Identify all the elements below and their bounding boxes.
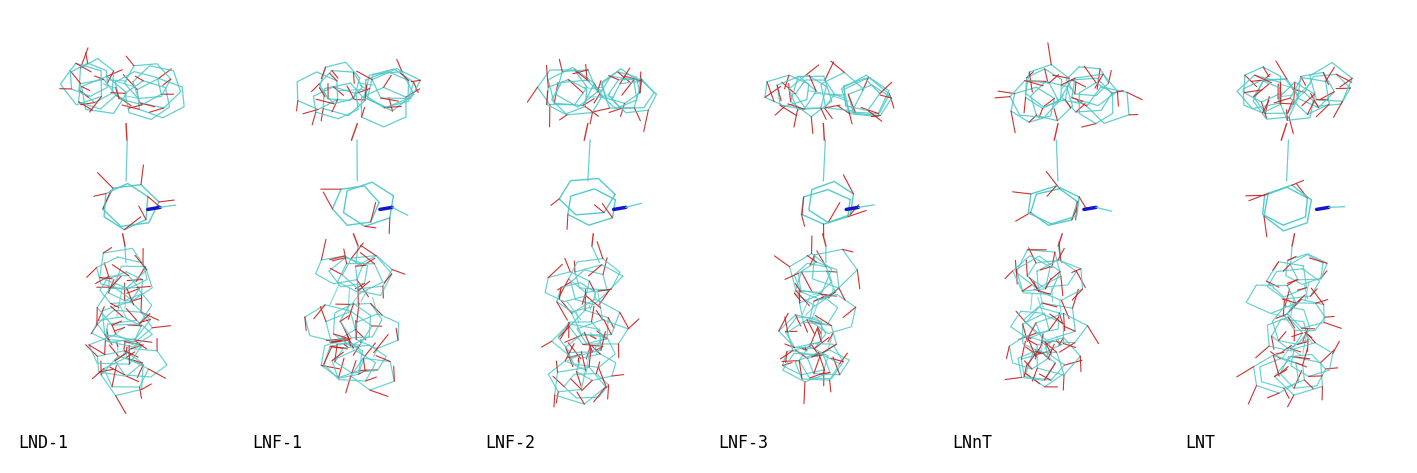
Text: LNF-1: LNF-1 (252, 434, 302, 452)
Text: LNF-2: LNF-2 (485, 434, 536, 452)
Text: LND-1: LND-1 (18, 434, 68, 452)
Text: LNnT: LNnT (952, 434, 992, 452)
Text: LNF-3: LNF-3 (718, 434, 768, 452)
Text: LNT: LNT (1185, 434, 1216, 452)
